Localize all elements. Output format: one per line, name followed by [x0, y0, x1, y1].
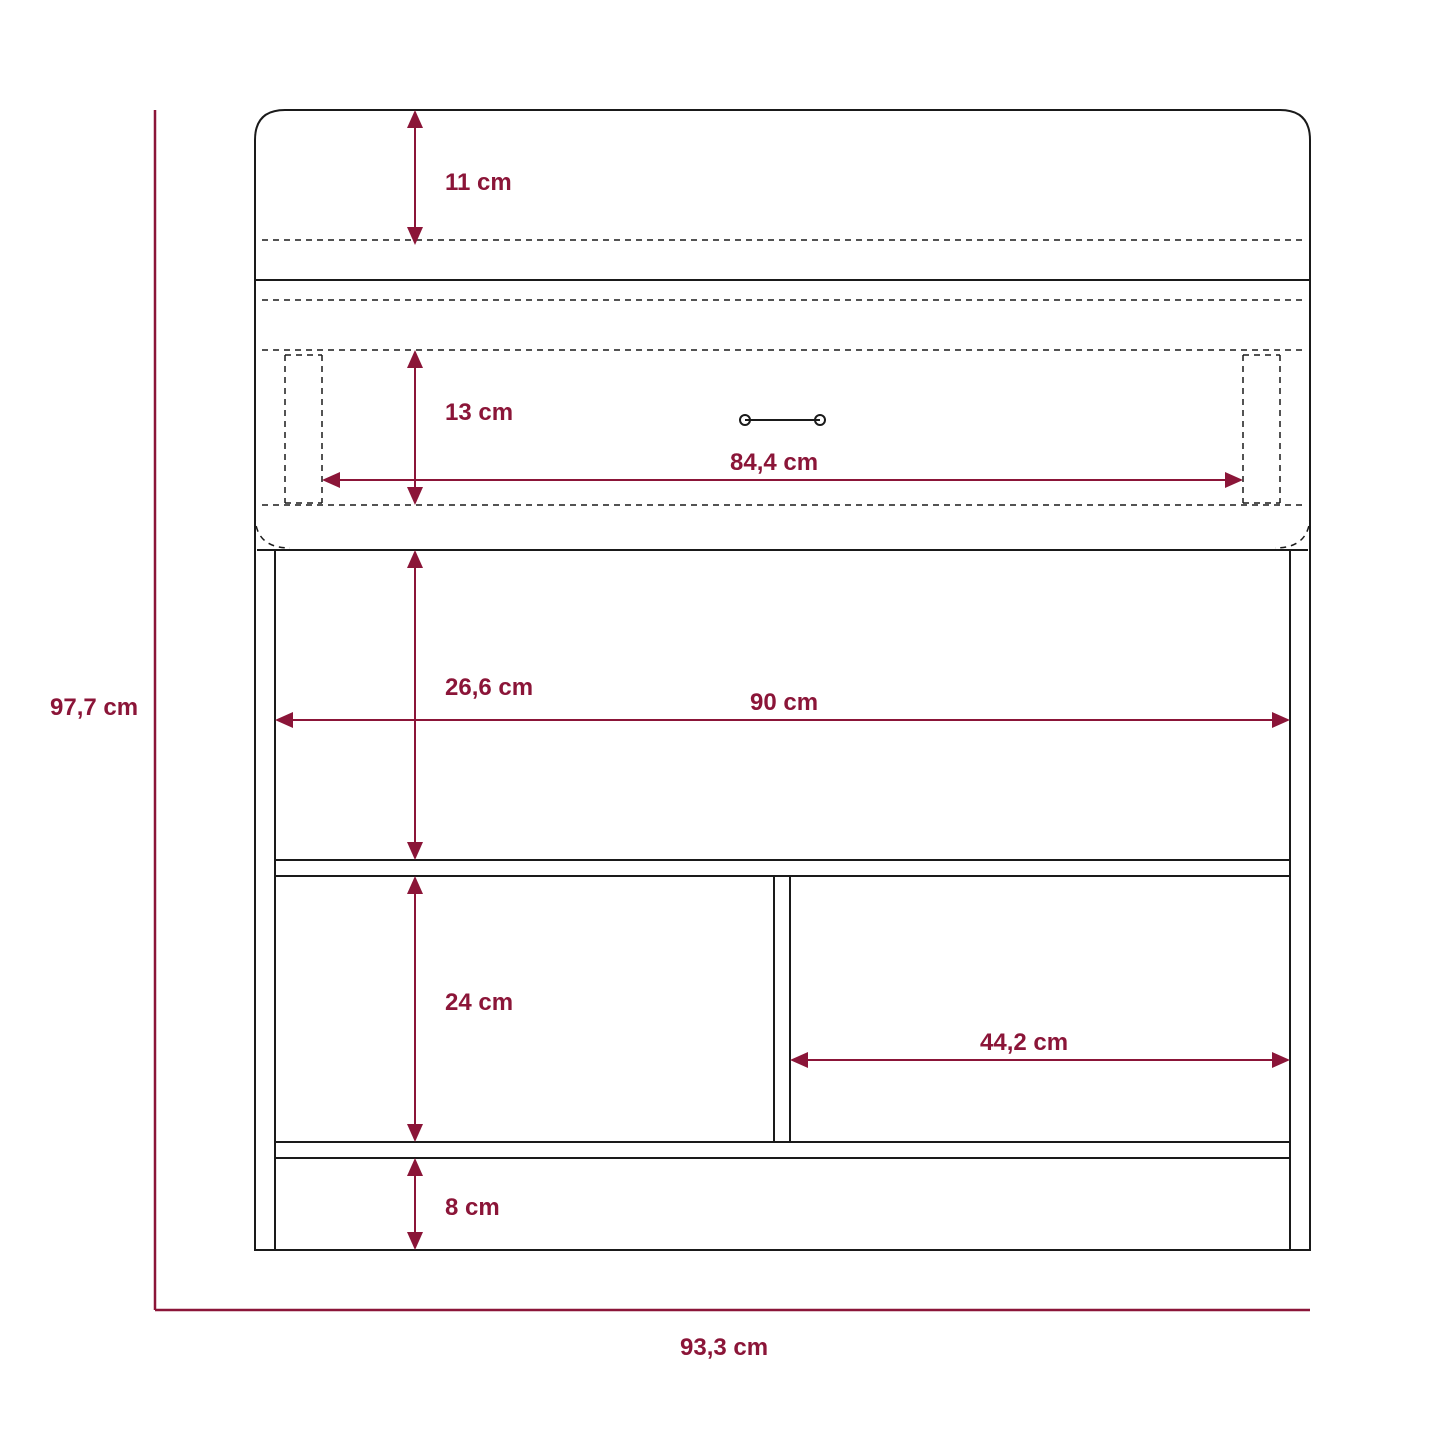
dim-90cm-label: 90 cm	[750, 689, 818, 716]
drawer-handle-icon	[740, 415, 825, 425]
dim-44-2cm: 44,2 cm	[790, 1029, 1290, 1068]
dim-24cm-label: 24 cm	[445, 989, 513, 1016]
dim-24cm: 24 cm	[407, 876, 513, 1142]
dim-26-6cm: 26,6 cm	[407, 550, 533, 860]
dim-11cm: 11 cm	[407, 110, 512, 245]
dim-26-6cm-label: 26,6 cm	[445, 674, 533, 701]
dim-13cm: 13 cm	[407, 350, 513, 505]
furniture-outline	[255, 110, 1310, 1250]
dim-84-4cm-label: 84,4 cm	[730, 449, 818, 476]
dim-8cm: 8 cm	[407, 1158, 500, 1250]
dim-8cm-label: 8 cm	[445, 1194, 500, 1221]
total-width-label: 93,3 cm	[680, 1334, 768, 1361]
dim-84-4cm: 84,4 cm	[322, 449, 1243, 488]
total-width-dimension: 93,3 cm	[155, 1310, 1310, 1361]
dim-13cm-label: 13 cm	[445, 399, 513, 426]
dimension-diagram: 97,7 cm 93,3 cm	[0, 0, 1445, 1445]
dim-90cm: 90 cm	[275, 689, 1290, 728]
dim-11cm-label: 11 cm	[445, 169, 512, 196]
dim-44-2cm-label: 44,2 cm	[980, 1029, 1068, 1056]
total-height-label: 97,7 cm	[50, 694, 138, 721]
total-height-dimension: 97,7 cm	[50, 110, 155, 1310]
